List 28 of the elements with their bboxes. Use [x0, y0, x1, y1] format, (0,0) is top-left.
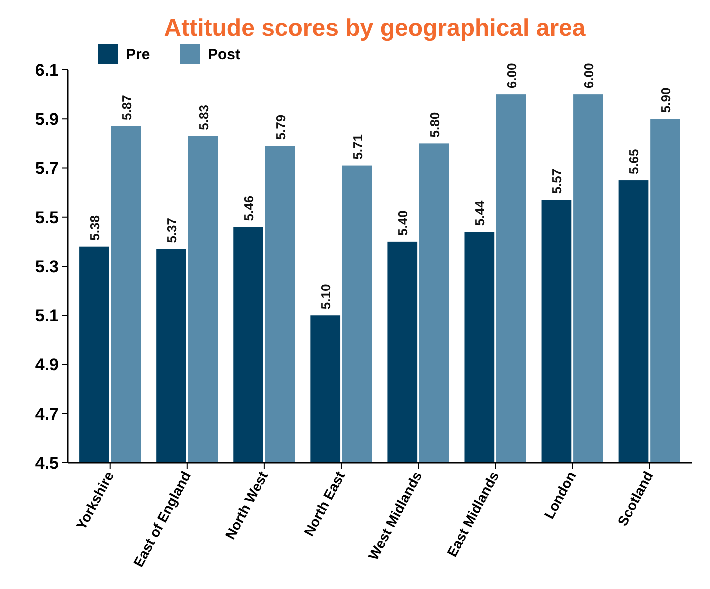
- chart-title: Attitude scores by geographical area: [164, 15, 586, 42]
- y-tick-label: 5.9: [35, 110, 59, 130]
- data-label: 5.40: [396, 210, 411, 236]
- legend-label: Pre: [126, 46, 150, 64]
- y-tick-label: 5.5: [35, 208, 59, 228]
- data-label: 5.90: [658, 88, 674, 114]
- legend-label: Post: [208, 46, 241, 64]
- y-tick-label: 4.5: [35, 454, 59, 473]
- y-tick-label: 4.7: [35, 404, 59, 424]
- data-label: 5.10: [318, 284, 334, 310]
- y-tick-label: 5.1: [35, 306, 59, 326]
- data-label: 6.00: [581, 63, 596, 89]
- data-label: 5.83: [196, 105, 212, 130]
- data-label: 5.65: [626, 149, 642, 175]
- data-label: 5.46: [242, 196, 257, 222]
- data-label: 5.79: [273, 114, 288, 140]
- y-tick-label: 6.1: [35, 60, 59, 80]
- data-label: 6.00: [504, 63, 520, 89]
- y-tick-label: 5.7: [35, 159, 59, 178]
- data-label: 5.71: [350, 134, 366, 160]
- data-label: 5.87: [119, 95, 134, 120]
- data-label: 5.37: [164, 218, 180, 244]
- data-label: 5.38: [87, 216, 102, 241]
- y-tick-label: 5.3: [35, 257, 59, 276]
- y-tick-label: 4.9: [35, 356, 59, 375]
- data-label: 5.44: [472, 200, 488, 226]
- data-label: 5.80: [427, 112, 442, 138]
- data-label: 5.57: [550, 168, 565, 194]
